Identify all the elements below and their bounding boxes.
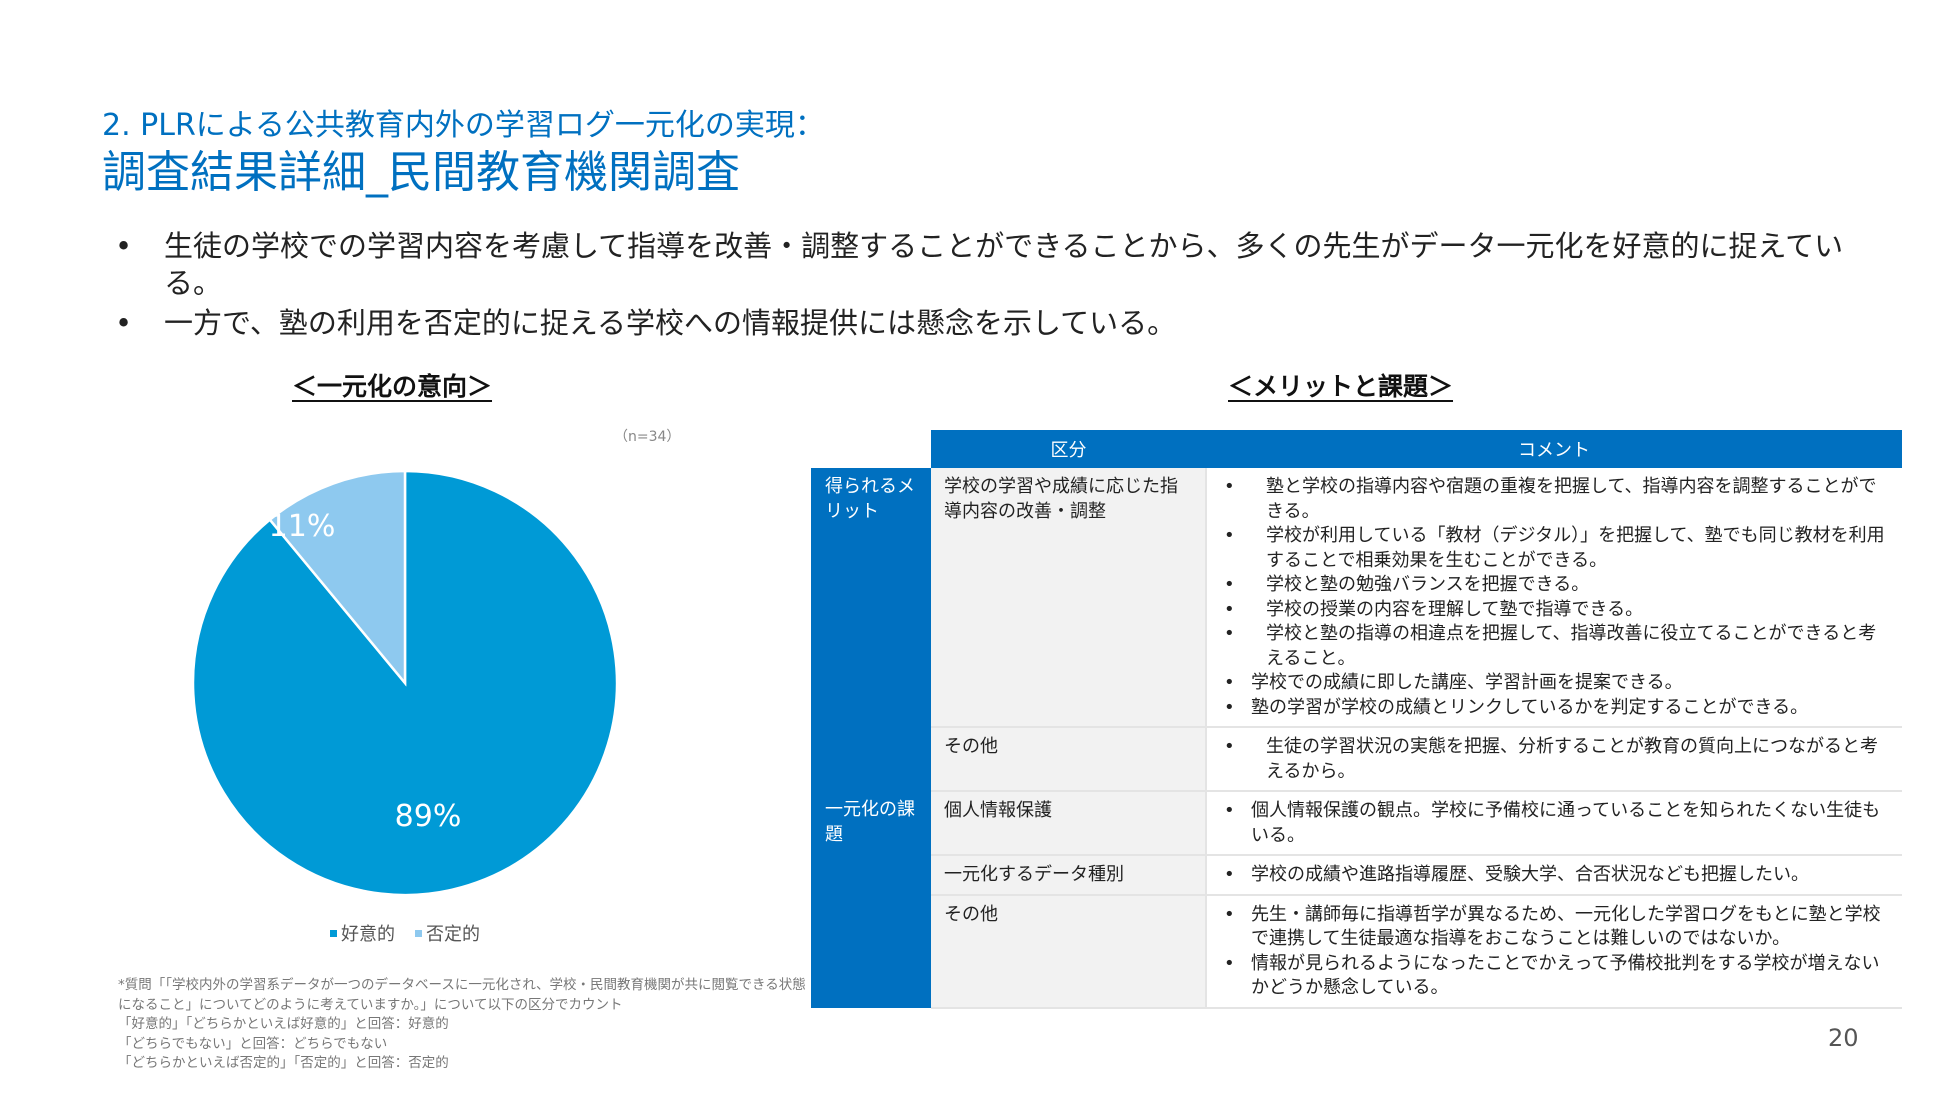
comment-bullet: • bbox=[1224, 672, 1235, 693]
comment-text: 個人情報保護の観点。学校に予備校に通っていることを知られたくない生徒もいる。 bbox=[1251, 800, 1881, 846]
table-row: その他 • 生徒の学習状況の実態を把握、分析することが教育の質向上につながると考える… bbox=[811, 727, 1902, 792]
footnote-line: 「どちらかといえば否定的」「否定的」と回答：否定的 bbox=[118, 1055, 449, 1071]
bullet-list: • 生徒の学校での学習内容を考慮して指導を改善・調整することができることから、多… bbox=[112, 228, 1852, 345]
comment-text: 情報が見られるようになったことでかえって予備校批判をする学校が増えないかどうか懸… bbox=[1251, 952, 1880, 999]
category-cell: 一元化するデータ種別 bbox=[931, 855, 1207, 896]
comment-bullet: • bbox=[1224, 574, 1235, 595]
comment-text: 学校と塾の指導の相違点を把握して、指導改善に役立てることができると考えること。 bbox=[1266, 623, 1877, 669]
comment-text: 学校が利用している「教材（デジタル）」を把握して、塾でも同じ教材を利用することで… bbox=[1266, 525, 1885, 571]
footnote-line: 「好意的」「どちらかといえば好意的」と回答：好意的 bbox=[118, 1016, 449, 1032]
comment-cell: • 個人情報保護の観点。学校に予備校に通っていることを知られたくない生徒もいる。 bbox=[1206, 791, 1902, 856]
comment-text: 生徒の学習状況の実態を把握、分析することが教育の質向上につながると考えるから。 bbox=[1266, 736, 1878, 782]
comment-item: • 学校の授業の内容を理解して塾で指導できる。 bbox=[1221, 598, 1892, 623]
pie-data-label: 11% bbox=[269, 509, 336, 544]
legend-item: 否定的 bbox=[415, 920, 480, 946]
table-row: 一元化するデータ種別 • 学校の成績や進路指導履歴、受験大学、合否状況なども把握した… bbox=[811, 855, 1902, 896]
bullet-text: 一方で、塾の利用を否定的に捉える学校への情報提供には懸念を示している。 bbox=[164, 306, 1177, 340]
comment-bullet: • bbox=[1224, 736, 1235, 757]
bullet-item: • 生徒の学校での学習内容を考慮して指導を改善・調整することができることから、多… bbox=[112, 228, 1852, 302]
comment-item: • 生徒の学習状況の実態を把握、分析することが教育の質向上につながると考えるから。 bbox=[1221, 735, 1892, 784]
comment-item: • 塾と学校の指導内容や宿題の重複を把握して、指導内容を調整することができる。 bbox=[1221, 475, 1892, 524]
comment-bullet: • bbox=[1224, 525, 1235, 546]
comment-bullet: • bbox=[1224, 598, 1235, 620]
comment-cell: • 学校の成績や進路指導履歴、受験大学、合否状況なども把握したい。 bbox=[1206, 855, 1902, 896]
comment-cell: • 生徒の学習状況の実態を把握、分析することが教育の質向上につながると考えるから。 bbox=[1206, 727, 1902, 792]
comment-bullet: • bbox=[1224, 696, 1235, 718]
comment-item: • 情報が見られるようになったことでかえって予備校批判をする学校が増えないかどうか… bbox=[1221, 952, 1892, 1001]
legend-swatch bbox=[330, 929, 337, 937]
comment-item: • 学校の成績や進路指導履歴、受験大学、合否状況なども把握したい。 bbox=[1221, 863, 1892, 888]
comment-text: 学校の授業の内容を理解して塾で指導できる。 bbox=[1266, 598, 1644, 620]
group-label: 得られるメリット bbox=[811, 468, 931, 791]
comment-item: • 学校での成績に即した講座、学習計画を提案できる。 bbox=[1221, 671, 1892, 696]
table-header-category: 区分 bbox=[931, 430, 1206, 468]
legend-label: 否定的 bbox=[426, 924, 480, 945]
comment-text: 先生・講師毎に指導哲学が異なるため、一元化した学習ログをもとに塾と学校で連携して… bbox=[1251, 903, 1881, 950]
bullet-item: • 一方で、塾の利用を否定的に捉える学校への情報提供には懸念を示している。 bbox=[112, 305, 1852, 342]
page-title: 調査結果詳細_民間教育機関調査 bbox=[102, 147, 740, 198]
sample-size-label: （n=34） bbox=[614, 429, 681, 445]
legend-label: 好意的 bbox=[341, 924, 395, 945]
comment-bullet: • bbox=[1224, 952, 1235, 974]
comment-bullet: • bbox=[1224, 623, 1235, 644]
pie-data-label: 89% bbox=[395, 799, 462, 834]
merits-issues-table-wrap: 区分 コメント 得られるメリット 学校の学習や成績に応じた指導内容の改善・調整 • 塾… bbox=[811, 430, 1902, 1009]
bullet-dot: • bbox=[115, 306, 133, 340]
comment-item: • 学校が利用している「教材（デジタル）」を把握して、塾でも同じ教材を利用すること… bbox=[1221, 524, 1892, 573]
left-section-heading: ＜一元化の意向＞ bbox=[292, 372, 493, 401]
comment-item: • 学校と塾の勉強バランスを把握できる。 bbox=[1221, 573, 1892, 598]
footnote-line: 「どちらでもない」と回答：どちらでもない bbox=[118, 1035, 388, 1052]
comment-text: 塾と学校の指導内容や宿題の重複を把握して、指導内容を調整することができる。 bbox=[1266, 476, 1877, 522]
bullet-text: 生徒の学校での学習内容を考慮して指導を改善・調整することができることから、多くの… bbox=[164, 229, 1844, 300]
table-header-comment: コメント bbox=[1206, 430, 1902, 468]
comment-bullet: • bbox=[1224, 476, 1235, 497]
table-row: 得られるメリット 学校の学習や成績に応じた指導内容の改善・調整 • 塾と学校の指導内容… bbox=[811, 468, 1902, 791]
footnote: *質問「「学校内外の学習系データが一つのデータベースに一元化され、学校・民間教育… bbox=[118, 976, 808, 1074]
comment-text: 学校の成績や進路指導履歴、受験大学、合否状況なども把握したい。 bbox=[1251, 864, 1809, 885]
legend-item: 好意的 bbox=[330, 920, 395, 946]
comment-cell: • 先生・講師毎に指導哲学が異なるため、一元化した学習ログをもとに塾と学校で連携し… bbox=[1206, 894, 1902, 1009]
chart-legend: 好意的 否定的 bbox=[330, 920, 480, 946]
table-row: 一元化の課題 個人情報保護 • 個人情報保護の観点。学校に予備校に通っていることを知ら… bbox=[811, 791, 1902, 1008]
comment-item: • 先生・講師毎に指導哲学が異なるため、一元化した学習ログをもとに塾と学校で連携し… bbox=[1221, 903, 1892, 952]
table-header-blank bbox=[811, 430, 931, 468]
subtitle: 2. PLRによる公共教育内外の学習ログ一元化の実現： bbox=[102, 108, 825, 143]
comment-text: 学校と塾の勉強バランスを把握できる。 bbox=[1266, 574, 1590, 595]
legend-swatch bbox=[415, 929, 422, 937]
comment-text: 塾の学習が学校の成績とリンクしているかを判定することができる。 bbox=[1251, 696, 1809, 718]
page-number: 20 bbox=[1828, 1024, 1859, 1052]
comment-item: • 学校と塾の指導の相違点を把握して、指導改善に役立てることができると考えること。 bbox=[1221, 622, 1892, 671]
merits-issues-table: 区分 コメント 得られるメリット 学校の学習や成績に応じた指導内容の改善・調整 • 塾… bbox=[811, 430, 1902, 1009]
footnote-line: *質問「「学校内外の学習系データが一つのデータベースに一元化され、学校・民間教育… bbox=[118, 977, 806, 1013]
pie-chart: 89% 11% bbox=[191, 469, 619, 897]
table-header-row: 区分 コメント bbox=[811, 430, 1902, 468]
group-label: 一元化の課題 bbox=[811, 791, 931, 1008]
comment-item: • 個人情報保護の観点。学校に予備校に通っていることを知られたくない生徒もいる。 bbox=[1221, 799, 1892, 848]
category-cell: その他 bbox=[931, 727, 1207, 792]
comment-item: • 塾の学習が学校の成績とリンクしているかを判定することができる。 bbox=[1221, 696, 1892, 721]
comment-bullet: • bbox=[1224, 864, 1235, 885]
category-cell: 学校の学習や成績に応じた指導内容の改善・調整 bbox=[931, 468, 1207, 728]
comment-text: 学校での成績に即した講座、学習計画を提案できる。 bbox=[1251, 672, 1683, 693]
pie-slice-negative bbox=[268, 469, 407, 687]
comment-bullet: • bbox=[1224, 903, 1235, 925]
bullet-dot: • bbox=[115, 229, 133, 263]
right-section-heading: ＜メリットと課題＞ bbox=[1228, 372, 1454, 401]
category-cell: 個人情報保護 bbox=[931, 791, 1207, 856]
comment-bullet: • bbox=[1224, 800, 1235, 821]
table-row: その他 • 先生・講師毎に指導哲学が異なるため、一元化した学習ログをもとに塾と学校で… bbox=[811, 894, 1902, 1009]
comment-cell: • 塾と学校の指導内容や宿題の重複を把握して、指導内容を調整することができる。 • 学… bbox=[1206, 468, 1902, 728]
category-cell: その他 bbox=[931, 894, 1207, 1009]
